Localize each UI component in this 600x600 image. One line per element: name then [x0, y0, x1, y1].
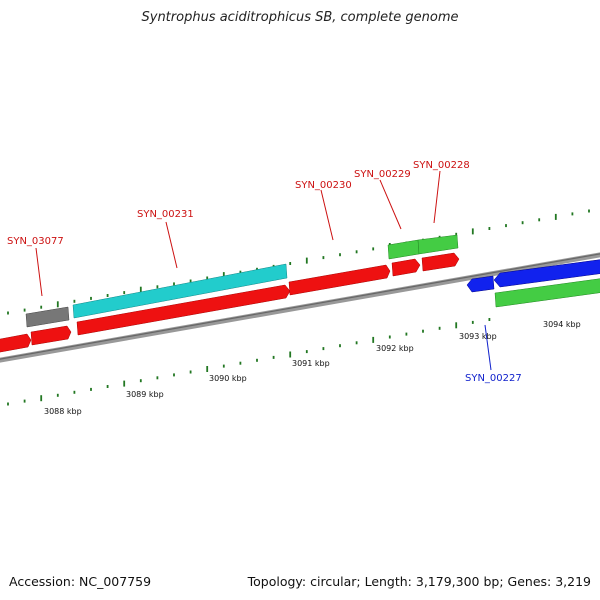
genome-summary-label: Topology: circular; Length: 3,179,300 bp… — [247, 574, 591, 589]
gene-arrow-red-syn00231[interactable] — [76, 284, 291, 336]
genome-backbone — [0, 252, 600, 363]
gene-arrow-red-syn00230[interactable] — [288, 264, 391, 296]
forward-strand-genes — [0, 252, 460, 353]
gene-arrow-blue-syn00227[interactable] — [466, 275, 495, 293]
scale-labels: 3088 kbp 3089 kbp 3090 kbp 3091 kbp 3092… — [44, 320, 581, 416]
accession-label: Accession: NC_007759 — [9, 574, 152, 589]
cds-features — [25, 234, 459, 328]
scale-label: 3094 kbp — [543, 320, 581, 329]
cds-green-lower[interactable] — [494, 278, 600, 308]
lower-tick-track — [7, 318, 491, 406]
gene-label-syn00227[interactable]: SYN_00227 — [465, 373, 522, 384]
label-leader-lines — [35, 170, 492, 371]
gene-arrow-blue-right[interactable] — [493, 259, 600, 288]
scale-label: 3092 kbp — [376, 344, 414, 353]
gene-label-syn00228[interactable]: SYN_00228 — [413, 160, 470, 171]
cds-gray-syn03077[interactable] — [25, 306, 70, 328]
cds-cyan-syn00231[interactable] — [72, 263, 288, 319]
gene-label-syn00229[interactable]: SYN_00229 — [354, 169, 411, 180]
gene-arrow-red-syn00228[interactable] — [421, 252, 460, 272]
scale-label: 3088 kbp — [44, 407, 82, 416]
scale-label: 3093 kbp — [459, 332, 497, 341]
scale-label: 3090 kbp — [209, 374, 247, 383]
gene-arrow-red-syn00229[interactable] — [391, 258, 421, 277]
genome-title: Syntrophus aciditrophicus SB, complete g… — [141, 10, 459, 25]
gene-label-syn00230[interactable]: SYN_00230 — [295, 180, 352, 191]
gene-arrow-red-1[interactable] — [30, 325, 72, 346]
gene-arrow-left-edge[interactable] — [0, 333, 32, 353]
scale-label: 3089 kbp — [126, 390, 164, 399]
reverse-strand-genes — [466, 259, 600, 308]
gene-label-syn00231[interactable]: SYN_00231 — [137, 209, 194, 220]
cds-green-syn00229[interactable] — [387, 239, 420, 260]
gene-labels: SYN_03077 SYN_00231 SYN_00230 SYN_00229 … — [7, 160, 522, 384]
gene-label-syn03077[interactable]: SYN_03077 — [7, 236, 64, 247]
scale-label: 3091 kbp — [292, 359, 330, 368]
cds-green-syn00228[interactable] — [417, 234, 459, 255]
